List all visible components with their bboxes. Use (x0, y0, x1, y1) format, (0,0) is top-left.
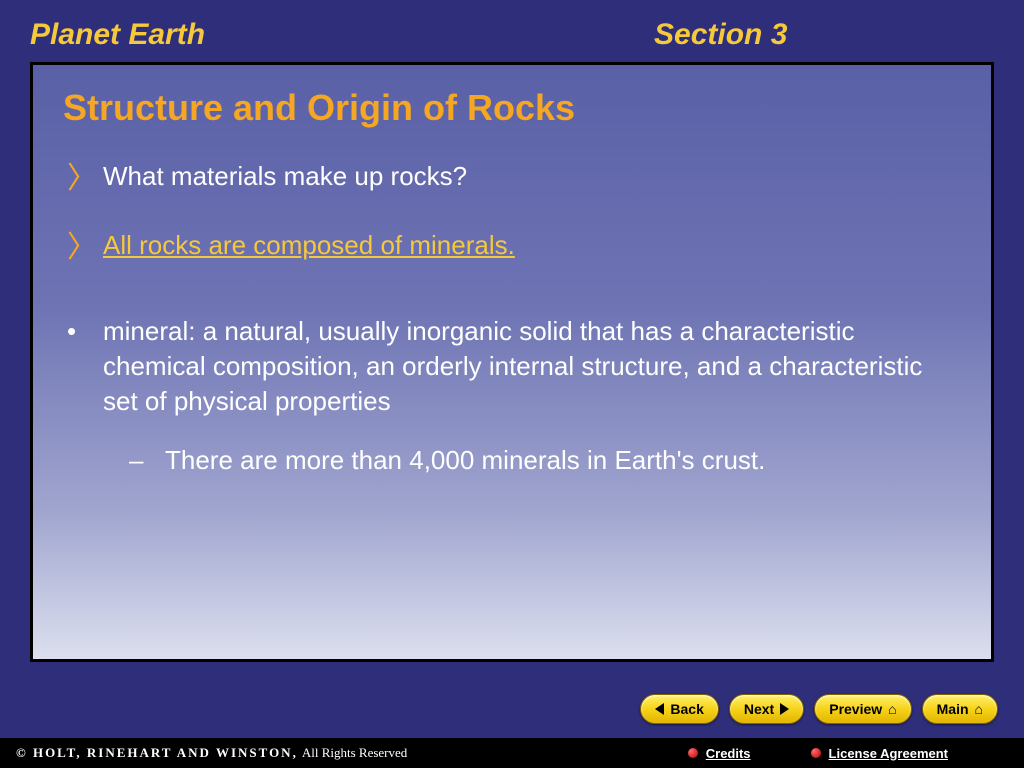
angle-bracket-icon: 〉 (63, 228, 103, 269)
preview-button[interactable]: Preview ⌂ (814, 694, 911, 724)
home-icon: ⌂ (975, 702, 983, 716)
bullet-text: There are more than 4,000 minerals in Ea… (165, 443, 961, 478)
next-button[interactable]: Next (729, 694, 804, 724)
copyright-text: © HOLT, RINEHART AND WINSTON, (16, 745, 298, 761)
bullet-text: mineral: a natural, usually inorganic so… (103, 314, 961, 419)
bullet-item: 〉 All rocks are composed of minerals. (63, 228, 961, 269)
header-section: Section 3 (654, 18, 994, 52)
dash-icon: – (125, 443, 165, 478)
slide-title: Structure and Origin of Rocks (63, 87, 961, 129)
license-label: License Agreement (829, 746, 948, 761)
red-dot-icon (688, 748, 698, 758)
header-chapter: Planet Earth (30, 18, 654, 52)
bullet-item: 〉 What materials make up rocks? (63, 159, 961, 200)
credits-link[interactable]: Credits (688, 746, 751, 761)
bullet-sub-item: – There are more than 4,000 minerals in … (63, 443, 961, 478)
main-button[interactable]: Main ⌂ (922, 694, 998, 724)
back-label: Back (670, 701, 703, 717)
nav-button-row: Back Next Preview ⌂ Main ⌂ (640, 694, 998, 724)
footer-links: Credits License Agreement (688, 746, 1008, 761)
footer-bar: © HOLT, RINEHART AND WINSTON, All Rights… (0, 738, 1024, 768)
triangle-right-icon (780, 703, 789, 715)
bullet-text: What materials make up rocks? (103, 159, 961, 194)
main-label: Main (937, 701, 969, 717)
preview-label: Preview (829, 701, 882, 717)
bullet-text-highlight: All rocks are composed of minerals. (103, 228, 961, 263)
triangle-left-icon (655, 703, 664, 715)
credits-label: Credits (706, 746, 751, 761)
bullet-item: • mineral: a natural, usually inorganic … (63, 314, 961, 419)
angle-bracket-icon: 〉 (63, 159, 103, 200)
red-dot-icon (811, 748, 821, 758)
next-label: Next (744, 701, 774, 717)
license-link[interactable]: License Agreement (811, 746, 948, 761)
bullet-dot-icon: • (63, 314, 103, 349)
home-icon: ⌂ (888, 702, 896, 716)
rights-text: All Rights Reserved (302, 745, 407, 761)
back-button[interactable]: Back (640, 694, 718, 724)
slide-header: Planet Earth Section 3 (0, 0, 1024, 62)
slide-content-frame: Structure and Origin of Rocks 〉 What mat… (30, 62, 994, 662)
